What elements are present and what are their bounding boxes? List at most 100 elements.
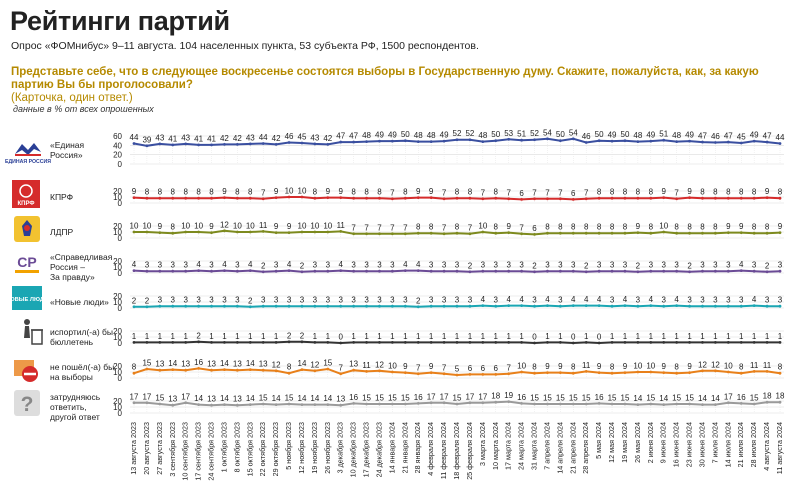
data-point	[235, 230, 239, 234]
data-point	[623, 196, 627, 200]
data-point	[520, 402, 523, 405]
data-point	[714, 369, 717, 373]
data-point	[649, 196, 653, 200]
data-label: 7	[506, 188, 511, 197]
data-point	[235, 143, 239, 146]
date-label: 17 декабря 2023	[362, 422, 371, 477]
data-label: 2	[145, 296, 150, 305]
data-label: 1	[364, 332, 369, 341]
data-label: 3	[222, 296, 227, 305]
data-point	[558, 139, 562, 143]
data-point	[429, 371, 433, 374]
data-label: 1	[558, 332, 563, 341]
data-label: 3	[519, 261, 524, 270]
data-label: 49	[685, 131, 694, 140]
data-label: 10	[633, 362, 642, 371]
data-label: 14	[698, 394, 707, 403]
data-point	[197, 196, 201, 200]
data-point	[158, 304, 162, 308]
data-label: 2	[300, 331, 305, 340]
data-point	[558, 304, 562, 308]
data-point	[403, 341, 407, 344]
data-point	[210, 143, 213, 147]
data-label: 13	[349, 360, 358, 369]
data-label: 2	[287, 331, 292, 340]
data-point	[701, 196, 704, 200]
data-label: 3	[235, 261, 240, 270]
data-point	[597, 139, 601, 143]
data-point	[416, 140, 420, 144]
data-point	[352, 269, 356, 273]
data-label: 9	[209, 222, 214, 231]
axis-tick-label: 20	[113, 151, 122, 160]
data-label: 15	[323, 359, 332, 368]
data-label: 1	[726, 332, 731, 341]
data-label: 7	[416, 363, 421, 372]
data-label: 8	[209, 188, 214, 197]
ldpr-logo	[14, 216, 40, 242]
data-point	[261, 230, 265, 233]
axis-tick-label: 10	[113, 228, 122, 237]
data-point	[300, 230, 304, 234]
data-label: 9	[429, 362, 434, 371]
data-label: 15	[285, 394, 294, 403]
data-point	[274, 196, 278, 200]
data-label: 17	[465, 392, 474, 401]
data-label: 1	[209, 332, 214, 341]
data-point	[739, 341, 743, 344]
data-label: 9	[338, 187, 343, 196]
date-label: 14 января 2024	[387, 422, 396, 473]
data-label: 8	[584, 223, 589, 232]
data-point	[778, 231, 782, 235]
data-label: 1	[390, 332, 395, 341]
data-label: 48	[672, 131, 681, 140]
data-label: 8	[248, 188, 253, 197]
date-label: 28 апреля 2024	[581, 422, 590, 474]
data-point	[571, 137, 575, 141]
data-label: 42	[323, 134, 332, 143]
data-label: 6	[481, 364, 486, 373]
data-point	[726, 269, 730, 273]
data-label: 8	[687, 223, 692, 232]
data-label: 2	[532, 261, 537, 270]
data-label: 48	[478, 131, 487, 140]
data-point	[352, 140, 356, 144]
data-label: 3	[183, 296, 188, 305]
data-point	[507, 341, 511, 344]
data-label: 4	[196, 260, 201, 269]
data-point	[688, 196, 691, 200]
data-point	[714, 141, 717, 144]
data-point	[158, 269, 162, 273]
data-label: 3	[623, 261, 628, 270]
data-label: 8	[416, 223, 421, 232]
data-point	[765, 304, 769, 308]
svg-text:?: ?	[21, 393, 34, 416]
data-label: 8	[571, 223, 576, 232]
date-label: 26 мая 2024	[633, 422, 642, 463]
data-point	[675, 269, 679, 273]
data-point	[326, 269, 330, 273]
data-point	[339, 140, 343, 144]
data-label: 3	[390, 296, 395, 305]
date-label: 19 мая 2024	[620, 422, 629, 463]
data-point	[378, 139, 381, 143]
data-point	[481, 304, 485, 307]
data-point	[326, 143, 330, 146]
data-point	[546, 269, 549, 273]
data-label: 1	[674, 332, 679, 341]
date-label: 9 июня 2024	[659, 422, 668, 463]
data-point	[468, 373, 472, 376]
data-label: 12	[310, 360, 319, 369]
data-point	[313, 341, 317, 344]
svg-text:НОВЫЕ ЛЮДИ: НОВЫЕ ЛЮДИ	[6, 297, 48, 303]
data-point	[403, 402, 407, 406]
data-point	[145, 269, 149, 273]
data-label: 3	[313, 261, 318, 270]
date-label: 14 апреля 2024	[555, 422, 564, 474]
data-point	[558, 402, 562, 406]
data-label: 4	[545, 295, 550, 304]
data-point	[300, 304, 304, 308]
data-point	[235, 269, 239, 273]
data-point	[313, 196, 317, 200]
data-label: 9	[158, 222, 163, 231]
